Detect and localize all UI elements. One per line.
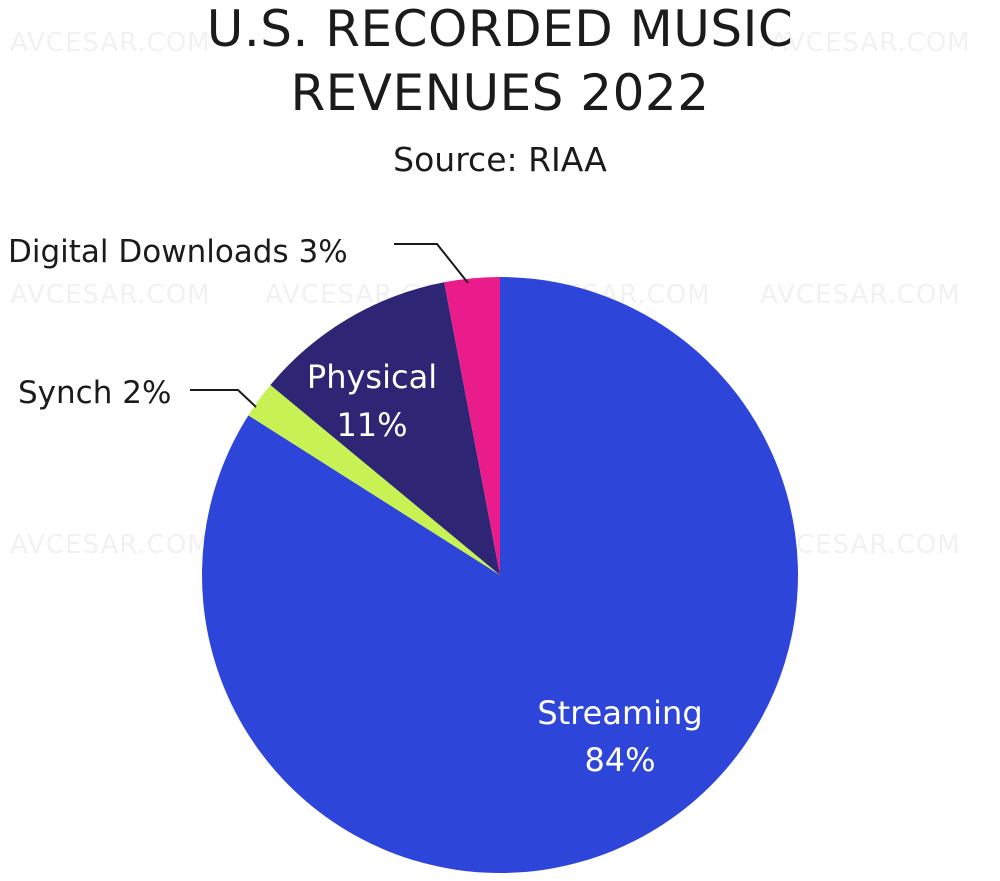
pie-slice-streaming bbox=[201, 277, 798, 873]
physical-label-pct: 11% bbox=[336, 406, 407, 444]
watermark: AVCESAR.COM bbox=[10, 530, 211, 560]
pie-slice-synch bbox=[248, 385, 500, 575]
pie-slices bbox=[201, 277, 798, 873]
physical-label-name: Physical bbox=[307, 358, 437, 396]
chart-title-line-1: U.S. RECORDED MUSIC bbox=[206, 0, 794, 58]
downloads-leader-line bbox=[394, 243, 469, 284]
pie-slice-physical bbox=[270, 282, 500, 575]
downloads-label: Digital Downloads 3% bbox=[8, 234, 348, 270]
streaming-label-pct: 84% bbox=[584, 741, 655, 779]
streaming-label-name: Streaming bbox=[537, 694, 702, 732]
pie-slice-digital-downloads bbox=[444, 277, 500, 575]
synch-label: Synch 2% bbox=[18, 375, 171, 411]
chart-subtitle: Source: RIAA bbox=[393, 140, 607, 179]
watermark: AVCESAR.COM bbox=[770, 28, 971, 58]
watermark: AVCESAR.COM bbox=[760, 280, 961, 310]
chart-title-line-2: REVENUES 2022 bbox=[290, 64, 710, 122]
watermark: AVCESAR.COM bbox=[10, 28, 211, 58]
watermark: AVCESAR.COM bbox=[10, 280, 211, 310]
synch-leader-line bbox=[190, 389, 257, 408]
